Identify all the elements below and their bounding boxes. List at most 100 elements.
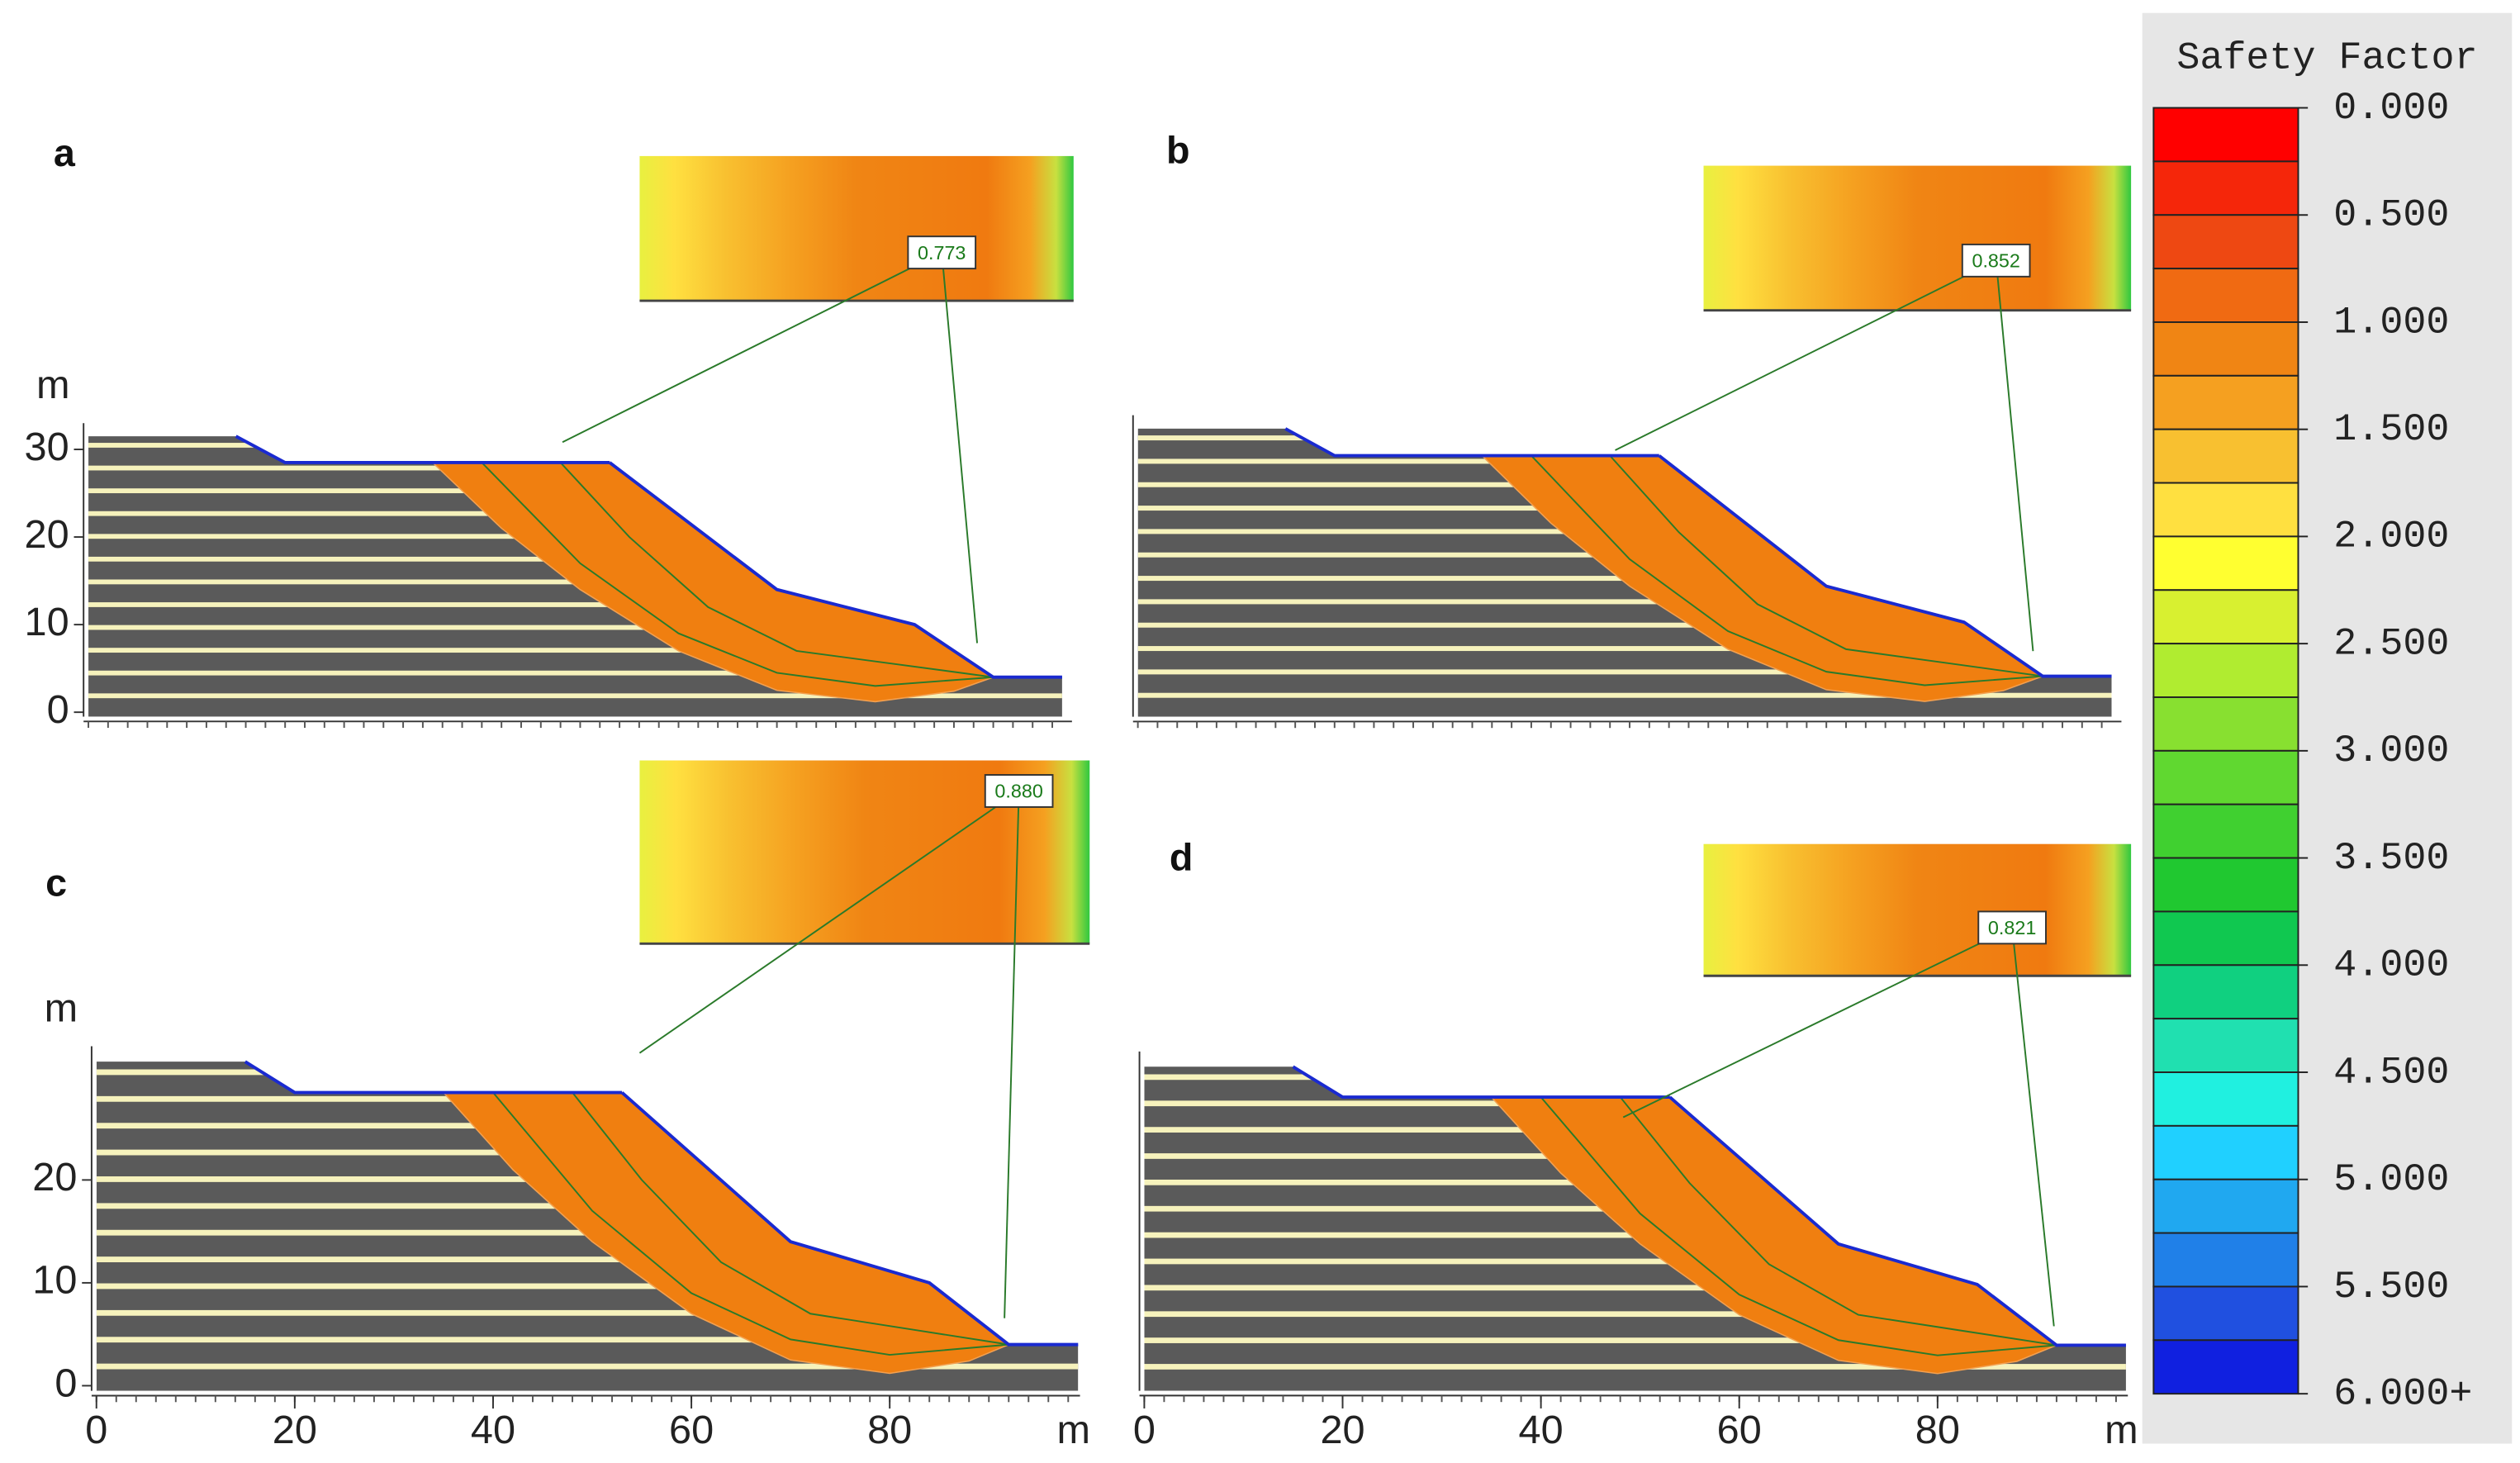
y-tick-label: 10	[25, 600, 69, 644]
layer-stripe	[96, 1363, 1079, 1370]
x-tick-label: 20	[273, 1408, 317, 1452]
layer-stripe	[1144, 1258, 2126, 1265]
x-unit: m	[1057, 1408, 1091, 1452]
fos-box	[1977, 910, 2047, 945]
legend-swatch	[2152, 643, 2299, 698]
layer-stripe	[1138, 412, 2112, 417]
contour-inset	[639, 155, 1074, 302]
panel-label: b	[1166, 128, 1190, 171]
layer-stripe	[88, 625, 1062, 630]
x-tick-label: 40	[471, 1408, 515, 1452]
layer-stripe	[96, 1309, 1079, 1316]
legend-swatch	[2152, 803, 2299, 859]
layer-stripe	[97, 1043, 1079, 1048]
slope-panel: 0 20 40 60 80 m 0.821 d	[1133, 835, 2138, 1452]
contour-inset	[1703, 165, 2132, 311]
leader-line	[941, 252, 979, 644]
legend-label: 5.000	[2333, 1158, 2449, 1202]
legend-swatch	[2152, 214, 2299, 270]
slip-surface	[1619, 1096, 2057, 1347]
ground-surface	[244, 1060, 623, 1095]
y-tick-label: 30	[25, 425, 69, 469]
legend-swatch	[2152, 589, 2299, 645]
layer-stripe	[1137, 622, 2112, 628]
legend-label: 2.500	[2333, 622, 2449, 666]
slope-surface	[608, 461, 1062, 679]
layer-stripe	[88, 443, 1062, 448]
fos-box	[1961, 243, 2031, 278]
layer-stripe	[88, 670, 1062, 676]
slip-surface	[1531, 454, 2043, 686]
x-unit: m	[2105, 1408, 2138, 1452]
layer-stripe	[1137, 669, 2112, 675]
slope-surface	[1658, 454, 2112, 678]
fos-label: 0.821	[1988, 917, 2036, 938]
layer-stripe	[1137, 599, 2112, 605]
legend-swatch	[2152, 1232, 2299, 1288]
fos-box	[984, 774, 1054, 808]
contour-inset	[1703, 843, 2132, 976]
x-tick-label: 40	[1519, 1408, 1564, 1452]
legend-label: 2.000	[2333, 515, 2449, 559]
x-tick-label: 60	[1717, 1408, 1762, 1452]
x-tick-label: 20	[1320, 1408, 1364, 1452]
fos-box	[907, 235, 977, 270]
legend-swatch	[2152, 1071, 2299, 1127]
leader-line	[1622, 927, 2013, 1119]
leader-line	[1004, 791, 1020, 1318]
layer-stripe	[1144, 1285, 2126, 1291]
fos-label: 0.773	[918, 242, 966, 264]
legend-swatch	[2152, 696, 2299, 752]
legend-label: 3.500	[2333, 837, 2449, 881]
legend-title: Safety Factor	[2176, 37, 2477, 81]
y-unit: m	[45, 986, 78, 1031]
slip-surface	[481, 462, 994, 687]
legend-swatch	[2152, 1339, 2299, 1395]
leader-line	[1615, 259, 1997, 451]
layer-stripe	[96, 1283, 1079, 1290]
layer-stripe	[96, 1337, 1079, 1343]
y-tick-label: 10	[32, 1258, 77, 1303]
layer-stripe	[1144, 1074, 2126, 1081]
legend-swatch	[2152, 160, 2299, 216]
legend-swatch	[2152, 482, 2299, 538]
slip-surface	[572, 1091, 1009, 1346]
y-tick-label: 20	[32, 1155, 77, 1199]
legend-swatch	[2152, 321, 2299, 377]
panel-label: c	[45, 862, 67, 905]
legend-swatch	[2152, 535, 2299, 591]
layer-stripe	[1144, 1311, 2126, 1318]
x-tick-label: 60	[669, 1408, 714, 1452]
panel-label: d	[1170, 835, 1194, 878]
layer-stripe	[96, 1256, 1079, 1263]
layer-stripe	[88, 420, 1062, 425]
slip-surface	[492, 1091, 1009, 1356]
y-unit: m	[36, 363, 70, 407]
ground-surface	[1292, 1065, 1670, 1100]
legend-swatch	[2152, 1124, 2299, 1180]
fos-label: 0.880	[994, 781, 1042, 802]
layer-stripe	[96, 1069, 1079, 1076]
legend-label: 1.000	[2333, 301, 2449, 344]
y-tick-label: 0	[55, 1361, 77, 1405]
legend-label: 4.000	[2333, 944, 2449, 988]
legend-label: 4.500	[2333, 1051, 2449, 1095]
panel-label: a	[54, 131, 76, 174]
slope-surface	[1668, 1095, 2126, 1347]
legend-label: 6.000+	[2333, 1372, 2472, 1416]
x-tick-label: 80	[1915, 1408, 1960, 1452]
legend-swatch	[2152, 749, 2299, 805]
legend-label: 0.000	[2333, 87, 2449, 131]
legend-swatch	[2152, 1018, 2299, 1073]
layer-stripe	[1144, 1337, 2126, 1343]
x-tick-label: 80	[867, 1408, 912, 1452]
legend-label: 0.500	[2333, 194, 2449, 238]
x-tick-label: 0	[1133, 1408, 1156, 1452]
layer-stripe	[88, 602, 1062, 607]
layer-stripe	[1137, 435, 2112, 441]
layer-stripe	[88, 648, 1062, 653]
layer-stripe	[1137, 692, 2112, 698]
slip-surface	[1609, 454, 2043, 677]
